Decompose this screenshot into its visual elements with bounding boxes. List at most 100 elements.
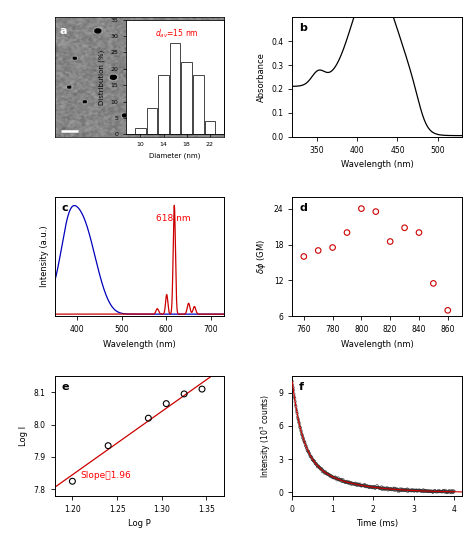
Point: [322, 467, 329, 476]
Y-axis label: Log I: Log I: [19, 426, 28, 446]
Point: [322, 469, 330, 478]
Point: [383, 485, 390, 493]
Point: [384, 486, 392, 494]
Point: [323, 470, 330, 478]
Point: [404, 485, 411, 493]
Point: [382, 484, 390, 493]
Point: [448, 487, 456, 495]
Point: [428, 487, 436, 496]
Point: [362, 481, 369, 490]
Point: [405, 486, 413, 494]
Point: [449, 487, 457, 495]
Point: [299, 434, 307, 442]
Point: [365, 482, 373, 491]
Point: [319, 467, 327, 475]
Point: [336, 476, 344, 485]
Point: [414, 487, 421, 495]
Point: [372, 483, 379, 492]
Point: [198, 385, 206, 393]
Point: [317, 464, 325, 473]
Point: [429, 488, 437, 496]
Point: [397, 486, 404, 495]
Point: [354, 480, 362, 488]
Point: [296, 421, 303, 430]
Point: [292, 405, 300, 414]
Point: [384, 484, 392, 493]
Point: [363, 482, 370, 490]
Point: [438, 488, 446, 496]
Point: [421, 486, 428, 495]
Point: [289, 377, 296, 386]
Point: [387, 486, 395, 494]
Point: [435, 487, 443, 496]
Point: [324, 470, 332, 479]
Point: [383, 485, 391, 493]
Point: [373, 483, 380, 492]
Point: [438, 487, 445, 496]
Point: [319, 467, 326, 476]
Point: [358, 481, 365, 490]
Point: [316, 464, 324, 472]
Point: [447, 487, 455, 496]
Point: [317, 464, 325, 473]
Point: [318, 465, 325, 474]
Point: [306, 450, 313, 459]
Point: [391, 485, 399, 493]
Point: [401, 224, 409, 232]
Point: [309, 456, 316, 464]
Point: [410, 487, 418, 495]
Point: [443, 488, 451, 496]
Point: [394, 486, 402, 494]
Point: [366, 482, 374, 490]
Point: [434, 487, 441, 495]
Point: [384, 485, 392, 493]
Point: [418, 487, 426, 495]
Point: [342, 478, 350, 486]
Point: [329, 473, 337, 482]
Point: [359, 481, 367, 489]
Point: [104, 441, 112, 450]
Point: [331, 473, 338, 482]
Point: [342, 478, 350, 487]
Point: [294, 414, 302, 423]
Point: [396, 485, 404, 493]
Point: [345, 478, 352, 486]
Point: [361, 480, 369, 489]
Point: [301, 438, 308, 447]
Point: [346, 480, 354, 488]
Point: [376, 484, 384, 493]
Point: [449, 488, 456, 497]
Point: [294, 412, 301, 421]
Text: a: a: [60, 26, 67, 35]
Point: [403, 487, 411, 495]
Point: [346, 479, 354, 487]
Point: [349, 479, 357, 488]
Point: [376, 483, 383, 492]
Point: [303, 444, 310, 452]
Point: [349, 479, 356, 488]
Point: [353, 481, 360, 489]
Point: [333, 474, 340, 483]
Point: [348, 479, 356, 487]
Point: [355, 481, 362, 489]
Point: [328, 472, 336, 480]
Point: [311, 457, 319, 466]
Point: [444, 488, 452, 496]
Point: [294, 416, 302, 425]
Point: [408, 487, 416, 495]
Point: [365, 483, 373, 492]
Point: [383, 483, 391, 492]
Point: [304, 447, 312, 456]
Point: [300, 436, 308, 444]
Point: [401, 486, 409, 495]
Point: [446, 488, 454, 496]
Point: [371, 484, 379, 493]
Point: [304, 446, 311, 455]
Point: [314, 462, 321, 471]
Point: [296, 423, 304, 432]
Point: [343, 228, 351, 237]
Point: [429, 487, 437, 496]
Point: [344, 479, 351, 487]
Y-axis label: Absorbance: Absorbance: [256, 52, 265, 102]
Point: [394, 486, 401, 494]
